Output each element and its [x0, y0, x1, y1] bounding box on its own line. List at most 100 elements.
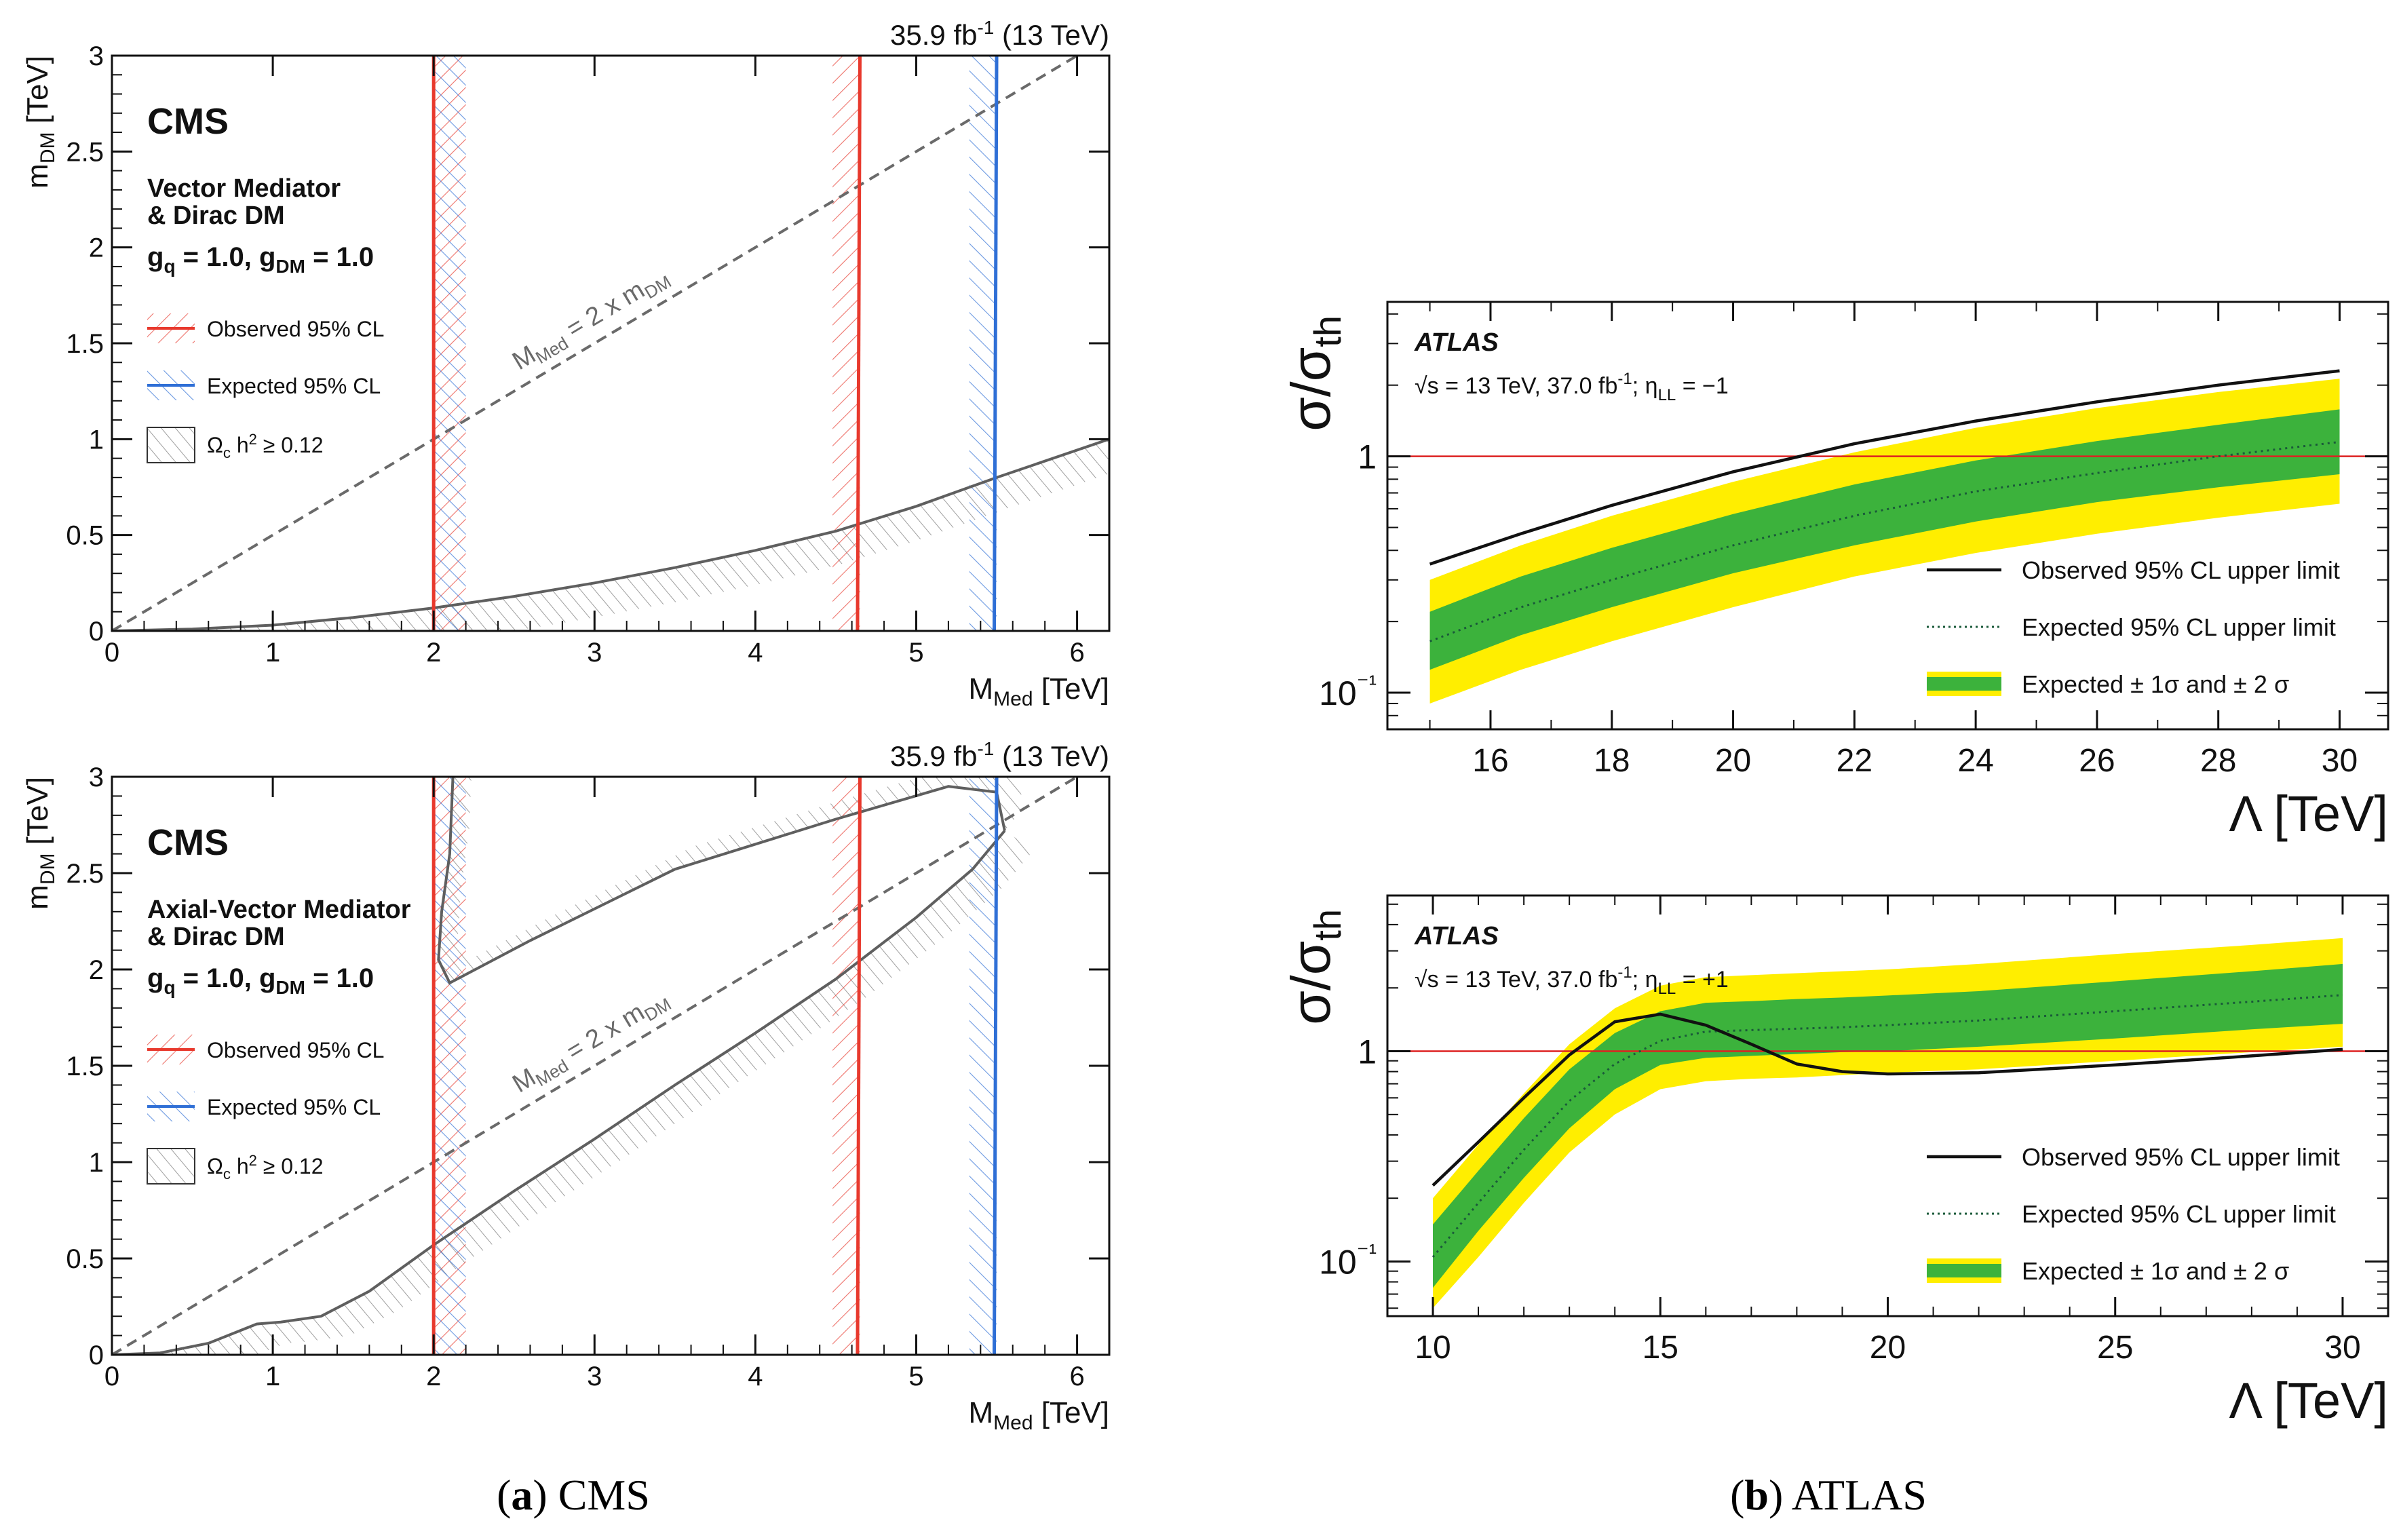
- x-tick-label: 30: [2324, 1330, 2360, 1366]
- model-label-2: & Dirac DM: [147, 923, 285, 951]
- x-tick-label: 5: [908, 1362, 923, 1391]
- legend-expected-label: Expected 95% CL: [207, 1095, 381, 1119]
- expected-hatch: [969, 777, 997, 1355]
- plot-frame: [111, 54, 1111, 632]
- y-tick-label: 3: [89, 763, 104, 792]
- energy-label: √s = 13 TeV, 37.0 fb-1; ηLL = −1: [1415, 370, 1729, 404]
- plot-area: [112, 777, 1080, 1355]
- x-axis-title: MMed [TeV]: [968, 1396, 1109, 1434]
- y-axis-title: mDM [TeV]: [21, 777, 59, 910]
- legend-green-swatch: [1927, 677, 2001, 691]
- y-tick-label: 1: [89, 1148, 104, 1178]
- x-tick-label: 24: [1957, 743, 1993, 779]
- model-label-2: & Dirac DM: [147, 201, 285, 230]
- x-tick-label: 1: [265, 1362, 280, 1391]
- plot-area: [1387, 369, 2388, 704]
- diagonal-label: MMed = 2 x mDM: [507, 261, 674, 379]
- expected-hatch: [969, 56, 997, 631]
- experiment-label: CMS: [147, 822, 229, 863]
- plot-frame: [1386, 301, 2389, 731]
- legend-relic-label: Ωc h2 ≥ 0.12: [207, 1152, 323, 1182]
- legend-band-label: Expected ± 1σ and ± 2 σ: [2022, 670, 2289, 698]
- x-tick-label: 28: [2200, 743, 2236, 779]
- x-tick-label: 30: [2322, 743, 2358, 779]
- expected-hatch-left: [434, 777, 466, 1355]
- expected-line: [1429, 440, 2340, 642]
- caption-b: (b) ATLAS: [1730, 1471, 1927, 1519]
- lumi-label: 35.9 fb-1 (13 TeV): [890, 17, 1109, 51]
- plot-area: [112, 56, 1109, 631]
- x-tick-label: 4: [748, 1362, 763, 1391]
- plot-frame: [111, 775, 1111, 1356]
- x-axis-title: MMed [TeV]: [968, 672, 1109, 710]
- model-label-1: Axial-Vector Mediator: [147, 896, 411, 924]
- y-tick-label: 10⁻¹: [1319, 1240, 1377, 1282]
- legend-observed-label: Observed 95% CL: [207, 317, 384, 341]
- legend-expected-label: Expected 95% CL: [207, 374, 381, 398]
- legend-relic-swatch: [147, 427, 195, 463]
- couplings-label: gq = 1.0, gDM = 1.0: [147, 963, 374, 998]
- x-tick-label: 6: [1069, 1362, 1084, 1391]
- legend-expected-label: Expected 95% CL upper limit: [2022, 1200, 2336, 1228]
- x-tick-label: 0: [104, 1362, 119, 1391]
- relic-hatch: [112, 439, 1109, 631]
- energy-label: √s = 13 TeV, 37.0 fb-1; ηLL = +1: [1415, 963, 1729, 998]
- x-tick-label: 3: [587, 1362, 602, 1391]
- legend-green-swatch: [1927, 1264, 2001, 1277]
- experiment-label: ATLAS: [1414, 922, 1499, 950]
- x-tick-label: 3: [587, 638, 602, 668]
- y-tick-label: 1: [89, 425, 104, 455]
- y-tick-label: 3: [89, 41, 104, 71]
- x-tick-label: 6: [1069, 638, 1084, 668]
- x-tick-label: 5: [908, 638, 923, 668]
- y-tick-label: 1.5: [66, 329, 104, 359]
- y-tick-label: 0.5: [66, 1244, 104, 1274]
- y-tick-label: 1.5: [66, 1052, 104, 1081]
- legend-observed-label: Observed 95% CL: [207, 1038, 384, 1062]
- relic-hatch-upper: [438, 777, 1024, 983]
- x-axis-title: Λ [TeV]: [2229, 1372, 2388, 1429]
- one-sigma-band: [1433, 963, 2343, 1288]
- diagonal-label: MMed = 2 x mDM: [507, 984, 674, 1101]
- experiment-label: CMS: [147, 101, 229, 142]
- legend-relic-label: Ωc h2 ≥ 0.12: [207, 431, 323, 461]
- x-tick-label: 26: [2079, 743, 2115, 779]
- experiment-label: ATLAS: [1414, 328, 1499, 357]
- y-tick-label: 2: [89, 233, 104, 263]
- couplings-label: gq = 1.0, gDM = 1.0: [147, 242, 374, 277]
- y-tick-label: 1: [1358, 438, 1377, 476]
- x-tick-label: 2: [426, 1362, 441, 1391]
- expected-limit-line: [992, 56, 999, 631]
- observed-hatch-right: [832, 56, 860, 631]
- caption-a: (a) CMS: [497, 1471, 650, 1519]
- cms-axial-panel: 0 1 2 3 4 5 6 0 0.5 1 1.5 2 2.5 3 MMed [TeV] mDM [TeV] 3…: [21, 738, 1111, 1434]
- x-tick-label: 10: [1415, 1330, 1451, 1366]
- observed-hatch-right: [832, 777, 860, 1355]
- one-sigma-band: [1429, 409, 2340, 670]
- expected-limit-line: [992, 777, 999, 1355]
- y-axis-title: σ/σth: [1280, 315, 1349, 431]
- lumi-label: 35.9 fb-1 (13 TeV): [890, 738, 1109, 772]
- observed-line: [1432, 1012, 2343, 1187]
- plot-area: [1387, 938, 2388, 1309]
- model-label-1: Vector Mediator: [147, 174, 341, 203]
- expected-line: [1432, 994, 2343, 1258]
- relic-curve-lower: [112, 830, 1006, 1355]
- legend-relic-swatch: [147, 1148, 195, 1185]
- y-tick-label: 1: [1358, 1033, 1377, 1071]
- atlas-plus-panel: 10 15 20 25 30 10⁻¹ 1 Λ [TeV] σ/σth ATLAS √s = 13 …: [1280, 894, 2389, 1429]
- x-tick-label: 20: [1715, 743, 1751, 779]
- y-axis-title: mDM [TeV]: [21, 56, 59, 189]
- x-tick-label: 15: [1643, 1330, 1678, 1366]
- x-tick-label: 22: [1837, 743, 1872, 779]
- observed-limit-line-2: [856, 777, 862, 1355]
- relic-curve-upper: [437, 777, 1006, 985]
- y-tick-label: 2.5: [66, 859, 104, 889]
- observed-line: [1429, 369, 2340, 566]
- legend-band-label: Expected ± 1σ and ± 2 σ: [2022, 1257, 2289, 1285]
- x-tick-label: 16: [1472, 743, 1508, 779]
- y-axis-title: σ/σth: [1280, 909, 1349, 1025]
- y-tick-label: 10⁻¹: [1319, 671, 1377, 712]
- observed-limit-line-2: [856, 56, 862, 631]
